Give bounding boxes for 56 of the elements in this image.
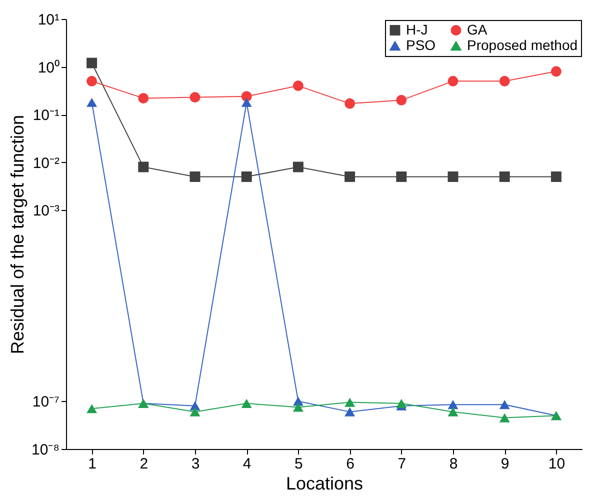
y-tick-label: 10⁻³ [32, 202, 60, 220]
x-tick-label: 10 [548, 456, 566, 472]
point [190, 171, 200, 182]
x-tick-label: 3 [191, 456, 200, 472]
legend-label: PSO [406, 37, 436, 53]
point [344, 398, 356, 407]
point [448, 171, 458, 182]
x-tick-label: 7 [398, 456, 406, 472]
x-tick-label: 8 [449, 456, 458, 472]
point [550, 171, 562, 182]
point [448, 400, 458, 410]
point [292, 162, 304, 172]
point [499, 171, 510, 182]
point [86, 58, 98, 68]
point [241, 91, 252, 102]
x-axis-title: Locations [286, 474, 364, 494]
x-tick-label: 2 [140, 456, 148, 472]
x-tick-label: 5 [294, 456, 303, 472]
y-tick-label: 10⁻¹ [32, 107, 60, 124]
y-tick-label: 10⁻⁸ [31, 442, 60, 458]
point [550, 66, 562, 77]
point [499, 413, 510, 422]
point [138, 92, 149, 104]
point [190, 92, 200, 103]
y-tick-label: 10⁰ [38, 59, 60, 76]
point [499, 76, 510, 86]
point [396, 171, 407, 182]
point [396, 398, 407, 408]
point [190, 407, 200, 416]
point [292, 402, 304, 412]
point [241, 398, 252, 408]
point [396, 94, 407, 106]
x-tick-label: 4 [242, 456, 252, 472]
y-tick-label: 10⁻² [32, 154, 60, 172]
point [344, 98, 356, 109]
point [241, 171, 252, 182]
point [448, 407, 458, 416]
y-tick-label: 10¹ [38, 12, 60, 28]
point [448, 76, 458, 86]
point [86, 98, 98, 107]
point [344, 407, 356, 416]
legend-label: H-J [406, 21, 428, 38]
y-axis-title: Residual of the target function [7, 114, 28, 354]
point [292, 80, 304, 92]
point [138, 162, 149, 172]
y-tick-label: 10⁻⁷ [32, 394, 60, 411]
point [86, 76, 98, 86]
point [241, 98, 252, 107]
x-tick-label: 6 [346, 456, 354, 472]
x-tick-label: 1 [88, 456, 96, 472]
legend-label: GA [467, 21, 488, 38]
x-tick-label: 9 [500, 456, 510, 472]
point [499, 400, 510, 410]
legend-label: Proposed method [467, 37, 578, 53]
point [86, 404, 98, 414]
point [344, 171, 356, 182]
